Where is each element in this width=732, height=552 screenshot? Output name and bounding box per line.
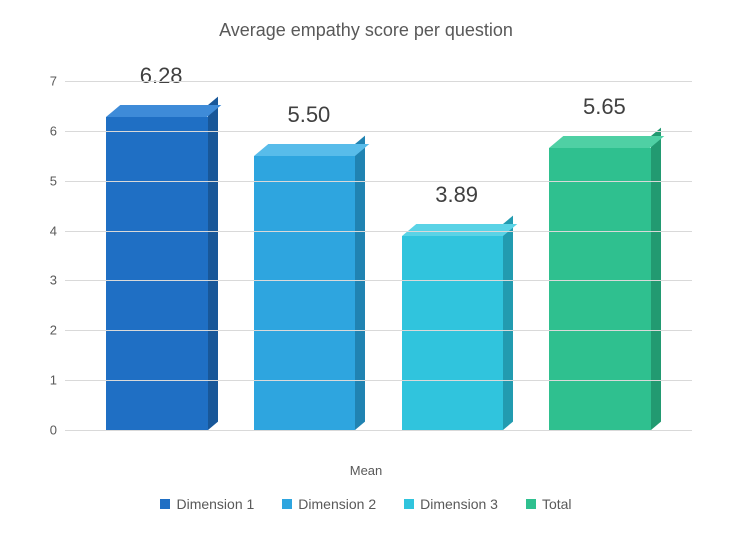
bar-side: [651, 128, 661, 430]
gridline: [65, 380, 692, 381]
gridline: [65, 330, 692, 331]
y-tick-label: 0: [50, 423, 57, 438]
bar-front: [402, 236, 503, 430]
bar: 6.28: [106, 117, 207, 430]
legend-label: Dimension 2: [298, 496, 376, 512]
gridline: [65, 231, 692, 232]
chart-title: Average empathy score per question: [30, 20, 702, 41]
y-tick-label: 6: [50, 123, 57, 138]
legend-swatch: [160, 499, 170, 509]
legend: Dimension 1 Dimension 2 Dimension 3 Total: [30, 496, 702, 512]
data-label: 3.89: [435, 182, 478, 208]
legend-swatch: [282, 499, 292, 509]
legend-label: Total: [542, 496, 572, 512]
bar: 3.89: [402, 236, 503, 430]
bar-side: [503, 216, 513, 430]
y-tick-label: 3: [50, 273, 57, 288]
y-tick-label: 4: [50, 223, 57, 238]
gridline: [65, 280, 692, 281]
data-label: 5.50: [287, 102, 330, 128]
legend-label: Dimension 1: [176, 496, 254, 512]
bar-front: [106, 117, 207, 430]
plot-area: 6.285.503.895.65 01234567: [65, 81, 692, 431]
bar-slot: 6.28: [92, 81, 222, 430]
y-tick-label: 1: [50, 373, 57, 388]
bar: 5.65: [549, 148, 650, 430]
y-tick-label: 7: [50, 74, 57, 89]
x-axis-label: Mean: [30, 463, 702, 478]
legend-item: Dimension 1: [160, 496, 254, 512]
legend-swatch: [404, 499, 414, 509]
legend-item: Dimension 2: [282, 496, 376, 512]
bar-top: [106, 105, 222, 117]
bar-slot: 5.50: [240, 81, 370, 430]
legend-label: Dimension 3: [420, 496, 498, 512]
bars-row: 6.28 5.50 3.89 5.65: [65, 81, 692, 430]
plot-wrapper: 6.285.503.895.65 01234567: [65, 51, 692, 461]
y-tick-label: 2: [50, 323, 57, 338]
legend-item: Total: [526, 496, 572, 512]
data-label: 6.28: [140, 63, 183, 89]
gridline: [65, 131, 692, 132]
bar-front: [549, 148, 650, 430]
bar-slot: 3.89: [387, 81, 517, 430]
bar-front: [254, 156, 355, 430]
bar-top: [254, 144, 370, 156]
empathy-bar-chart: Average empathy score per question 6.28 5…: [0, 0, 732, 552]
legend-swatch: [526, 499, 536, 509]
y-tick-label: 5: [50, 173, 57, 188]
bar-top: [549, 136, 665, 148]
bar-slot: 5.65: [535, 81, 665, 430]
legend-item: Dimension 3: [404, 496, 498, 512]
gridline: [65, 181, 692, 182]
bar-side: [355, 135, 365, 430]
data-label: 5.65: [583, 94, 626, 120]
gridline: [65, 81, 692, 82]
bar: 5.50: [254, 156, 355, 430]
